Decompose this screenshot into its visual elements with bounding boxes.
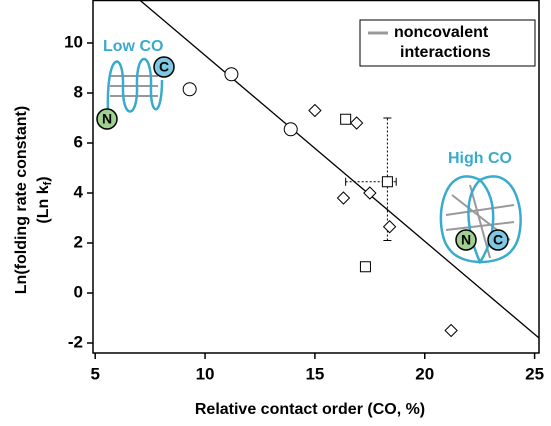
low-co-cartoon: N C Low CO	[96, 38, 175, 130]
y-tick-label: 4	[74, 182, 84, 201]
n-label: N	[102, 111, 112, 127]
legend: noncovalent interactions	[359, 19, 536, 67]
chain	[106, 57, 164, 113]
high-co-label: High CO	[448, 150, 512, 167]
y-axis-label-text: (Ln k	[35, 185, 52, 223]
c-label: C	[159, 59, 169, 75]
x-tick-label: 15	[305, 364, 324, 383]
point	[349, 116, 364, 130]
n-terminus	[96, 108, 118, 130]
c-terminus	[153, 56, 175, 78]
point	[359, 261, 371, 273]
chain	[439, 175, 522, 265]
point	[381, 176, 393, 188]
contact-line	[445, 204, 515, 216]
contact-line	[445, 221, 515, 231]
x-axis-label: Relative contact order (CO, %)	[195, 401, 425, 418]
y-axis-label-sub: f	[42, 181, 54, 185]
point	[283, 122, 298, 137]
fit-line	[139, 0, 540, 339]
point	[308, 103, 322, 118]
point	[182, 82, 197, 97]
y-tick-label: 0	[74, 282, 83, 301]
plot-frame	[92, 0, 540, 354]
legend-label: interactions	[400, 44, 491, 61]
y-axis-label: Ln(folding rate constant)	[13, 106, 30, 294]
point	[336, 191, 351, 205]
n-label: N	[461, 232, 471, 248]
y-tick-label: -2	[68, 332, 83, 351]
point	[224, 67, 239, 82]
point	[340, 113, 352, 125]
low-co-label: Low CO	[103, 38, 163, 55]
legend-box	[359, 19, 536, 67]
y-tick-label: 6	[74, 132, 83, 151]
legend-label: noncovalent	[394, 24, 489, 41]
y-tick-label: 8	[74, 82, 83, 101]
y-tick-label: 10	[64, 32, 83, 51]
x-tick-label: 5	[90, 364, 99, 383]
point	[363, 186, 377, 200]
y-tick-label: 2	[74, 232, 83, 251]
c-label: C	[493, 232, 503, 248]
x-tick-label: 25	[525, 364, 544, 383]
n-terminus	[455, 229, 477, 251]
c-terminus	[487, 229, 509, 251]
x-tick-label: 10	[196, 364, 215, 383]
point	[382, 220, 397, 234]
x-tick-label: 20	[415, 364, 434, 383]
high-co-cartoon: N C High CO	[439, 150, 522, 265]
point	[444, 323, 458, 338]
y-axis-label-2: (Ln kf)	[35, 176, 54, 223]
y-axis-label-end: )	[35, 176, 52, 181]
contact-line	[469, 184, 491, 259]
